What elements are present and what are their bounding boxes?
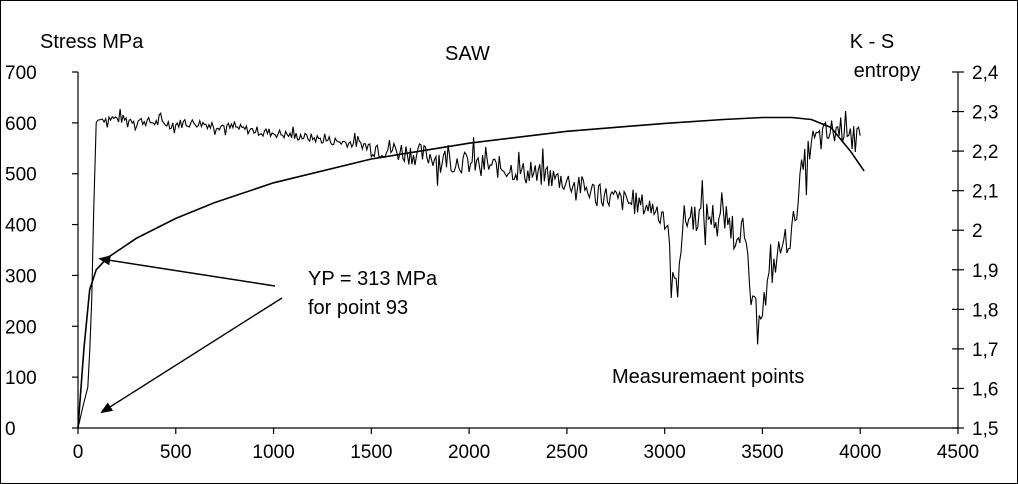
x-tick-label: 4500 [937,442,979,463]
y-tick-label: 100 [5,368,37,389]
y2-tick-label: 2 [972,221,983,242]
y-axis-label: Stress MPa [40,31,144,53]
x-tick-label: 3000 [644,442,686,463]
y-tick-label: 700 [5,63,37,84]
x-axis-label: Measuremaent points [612,366,804,388]
annotation [98,255,283,414]
y2-tick-label: 1,9 [972,261,998,282]
y2-tick-label: 1,6 [972,379,998,400]
y2-tick-label: 1,8 [972,300,998,321]
y2-tick-label: 2,1 [972,182,998,203]
annotation-arrow-point [100,297,283,414]
x-tick-label: 500 [160,442,192,463]
y-tick-label: 400 [5,216,37,237]
axes [72,71,964,434]
series-stress-line [77,108,861,429]
y-tick-label: 600 [5,114,37,135]
x-tick-label: 1000 [252,442,294,463]
y2-tick-label: 1,7 [972,340,998,361]
y2-tick-label: 1,5 [972,419,998,440]
x-tick-label: 2500 [546,442,588,463]
x-tick-label: 4000 [839,442,881,463]
y-tick-label: 500 [5,165,37,186]
tick-labels: 0 100 200 300 400 500 600 700 1,5 1,6 1,7 1,8 1,9 2 2,… [5,63,999,463]
series-entropy-line [77,116,865,429]
chart-title: SAW [445,43,490,65]
y2-tick-label: 2,4 [972,63,999,84]
y2-axis-label-line2: entropy [854,60,921,82]
x-tick-label: 3500 [741,442,783,463]
annotation-line1: YP = 313 MPa [308,268,438,290]
y2-tick-label: 2,2 [972,142,998,163]
annotation-line2: for point 93 [308,297,408,319]
x-tick-label: 1500 [350,442,392,463]
y2-tick-label: 2,3 [972,103,998,124]
x-tick-label: 0 [73,442,84,463]
y-tick-label: 300 [5,266,37,287]
y2-axis-label-line1: K - S [850,31,894,53]
y-tick-label: 200 [5,317,37,338]
y-tick-label: 0 [5,419,16,440]
annotation-arrow-yield [98,255,276,287]
series-group [77,108,865,429]
x-tick-label: 2000 [448,442,490,463]
